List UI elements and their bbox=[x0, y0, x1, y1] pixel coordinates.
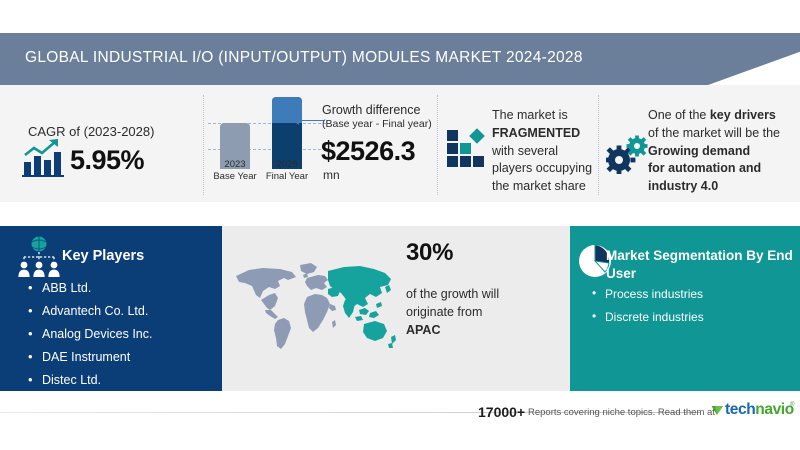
dashline-base-year bbox=[208, 149, 326, 150]
footer-note: Reports covering niche topics. Read them… bbox=[528, 407, 715, 418]
apac-line2: originate from bbox=[406, 305, 483, 320]
growth-difference-value: $2526.3 bbox=[321, 136, 416, 166]
gears-icon bbox=[604, 134, 650, 175]
growth-bar-chart: 2023 Base Year 2028 Final Year bbox=[208, 97, 328, 197]
technavio-logo[interactable]: technavio ® bbox=[711, 401, 795, 420]
fragmentation-line4: the market share bbox=[492, 179, 586, 193]
bar-chart-growth-icon bbox=[22, 139, 64, 178]
apac-region-label: APAC bbox=[406, 323, 441, 338]
bar-2028 bbox=[272, 97, 302, 169]
technavio-wordmark: technavio bbox=[725, 401, 794, 419]
drivers-line2: of the market will be the bbox=[648, 125, 781, 140]
fragmentation-emphasis: FRAGMENTED bbox=[492, 125, 581, 140]
footer-report-count: 17000+ bbox=[478, 404, 526, 420]
key-players-title: Key Players bbox=[62, 248, 145, 264]
list-item: Process industries bbox=[592, 287, 704, 300]
growth-difference-unit: mn bbox=[323, 168, 340, 182]
key-drivers-text: One of the key drivers of the market wil… bbox=[648, 107, 794, 196]
fragmentation-line2: with several bbox=[492, 143, 558, 158]
growth-arrow-head-icon bbox=[293, 116, 299, 125]
apac-line1: of the growth will bbox=[406, 287, 500, 301]
drivers-line1: One of the bbox=[648, 108, 710, 122]
fragmentation-line3: players occupying bbox=[492, 161, 593, 176]
divider-dotted-3 bbox=[598, 95, 599, 195]
globe-network-people-icon bbox=[16, 236, 62, 278]
technavio-word-part1: tech bbox=[725, 401, 756, 418]
technavio-registered-mark: ® bbox=[790, 402, 795, 408]
apac-growth-text: of the growth will originate from APAC bbox=[406, 285, 556, 339]
list-item: Advantech Co. Ltd. bbox=[28, 304, 152, 318]
regional-growth-panel bbox=[222, 226, 570, 391]
divider-dotted-1 bbox=[203, 95, 204, 195]
growth-difference-title: Growth difference bbox=[322, 103, 421, 117]
divider-dotted-2 bbox=[437, 95, 438, 195]
market-segmentation-title: Market Segmentation By End User bbox=[606, 248, 793, 282]
drivers-emphasis2: Growing demand bbox=[648, 143, 751, 158]
market-segmentation-list: Process industries Discrete industries bbox=[592, 287, 704, 334]
key-players-list: ABB Ltd. Advantech Co. Ltd. Analog Devic… bbox=[28, 281, 152, 397]
list-item: ABB Ltd. bbox=[28, 281, 152, 295]
header-band bbox=[0, 33, 800, 85]
growth-difference-subtitle: (Base year - Final year) bbox=[322, 118, 432, 130]
world-map-icon bbox=[232, 258, 397, 354]
fragmentation-line1: The market is bbox=[492, 108, 568, 122]
top-stats-row bbox=[0, 85, 800, 202]
fragmented-squares-icon bbox=[446, 128, 490, 172]
technavio-triangle-icon bbox=[711, 404, 724, 417]
bar-label-2028: 2028 Final Year bbox=[265, 159, 309, 183]
dashline-final-year bbox=[208, 123, 326, 124]
apac-growth-percent: 30% bbox=[406, 239, 454, 266]
list-item: Distec Ltd. bbox=[28, 373, 152, 387]
cagr-value: 5.95% bbox=[70, 145, 145, 175]
bar-label-2023: 2023 Base Year bbox=[213, 159, 257, 183]
drivers-emphasis1: key drivers bbox=[709, 108, 776, 122]
fragmentation-text: The market is FRAGMENTED with several pl… bbox=[492, 107, 610, 196]
cagr-label: CAGR of (2023-2028) bbox=[28, 124, 155, 139]
list-item: Discrete industries bbox=[592, 310, 704, 323]
bar-label-2023-year: 2023 bbox=[224, 159, 246, 171]
list-item: Analog Devices Inc. bbox=[28, 327, 152, 341]
technavio-word-part2: navio bbox=[755, 401, 794, 418]
drivers-emphasis4: industry 4.0 bbox=[648, 179, 719, 193]
list-item: DAE Instrument bbox=[28, 350, 152, 364]
bar-label-2028-year: 2028 bbox=[276, 159, 298, 171]
bar-2023 bbox=[220, 123, 250, 169]
bar-label-2023-sub: Base Year bbox=[213, 171, 257, 183]
footer-divider bbox=[0, 412, 700, 413]
page-title: GLOBAL INDUSTRIAL I/O (INPUT/OUTPUT) MOD… bbox=[25, 49, 583, 66]
bar-label-2028-sub: Final Year bbox=[265, 171, 309, 183]
drivers-emphasis3: for automation and bbox=[648, 161, 762, 176]
growth-arrow-line bbox=[296, 120, 324, 121]
pie-chart-icon bbox=[575, 241, 615, 281]
